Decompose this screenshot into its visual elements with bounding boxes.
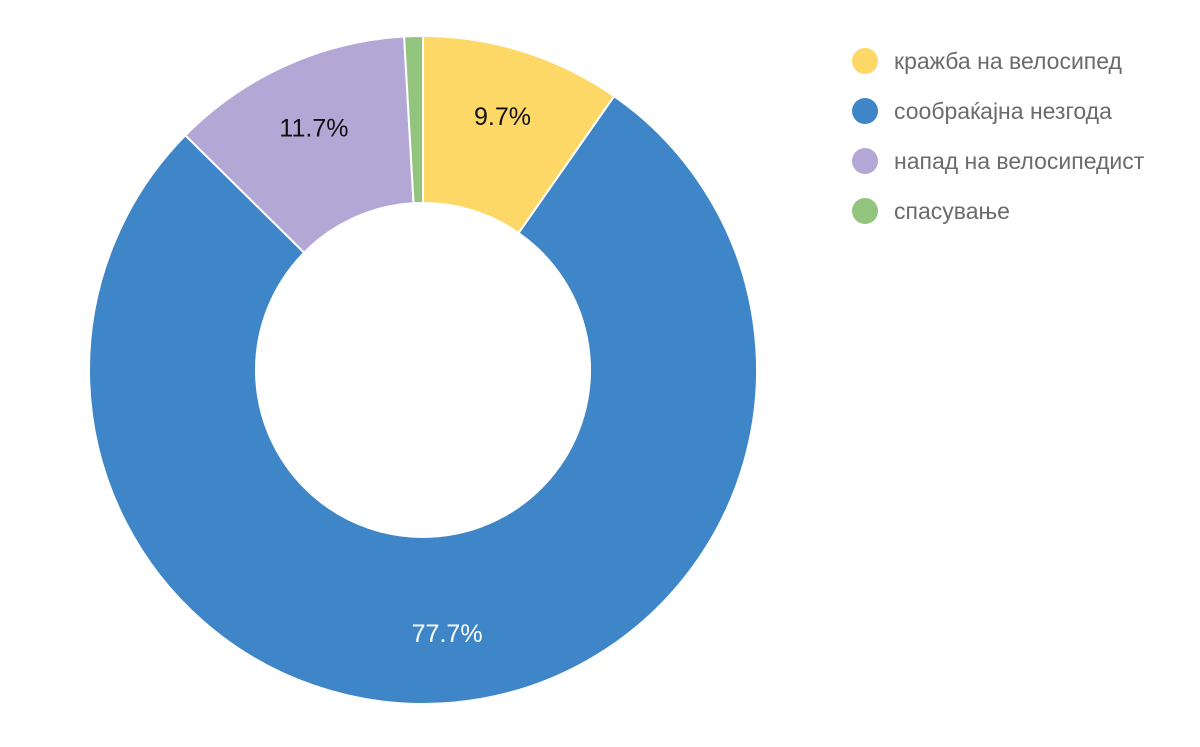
legend: кражба на велосипед сообраќајна незгода … <box>852 36 1144 236</box>
legend-swatch-spasuvanje <box>852 198 878 224</box>
slice-label-napad: 11.7% <box>279 114 348 142</box>
slice-label-kradzba: 9.7% <box>474 103 531 131</box>
legend-label-spasuvanje: спасување <box>894 197 1010 224</box>
legend-label-napad: напад на велосипедист <box>894 147 1145 174</box>
slice-napad[interactable] <box>183 35 415 255</box>
legend-label-kradzba: кражба на велосипед <box>894 47 1122 74</box>
legend-item-soobrakjajna[interactable]: сообраќајна незгода <box>852 86 1144 136</box>
slice-spasuvanje[interactable] <box>403 34 424 205</box>
legend-item-napad[interactable]: напад на велосипедист <box>852 136 1144 186</box>
legend-label-soobrakjajna: сообраќајна незгода <box>894 97 1112 124</box>
legend-item-spasuvanje[interactable]: спасување <box>852 186 1144 236</box>
legend-swatch-soobrakjajna <box>852 98 878 124</box>
legend-item-kradzba[interactable]: кражба на велосипед <box>852 36 1144 86</box>
slice-label-soobrakjajna: 77.7% <box>412 620 483 648</box>
legend-swatch-napad <box>852 148 878 174</box>
legend-swatch-kradzba <box>852 48 878 74</box>
slice-soobrakjajna[interactable] <box>88 94 758 705</box>
